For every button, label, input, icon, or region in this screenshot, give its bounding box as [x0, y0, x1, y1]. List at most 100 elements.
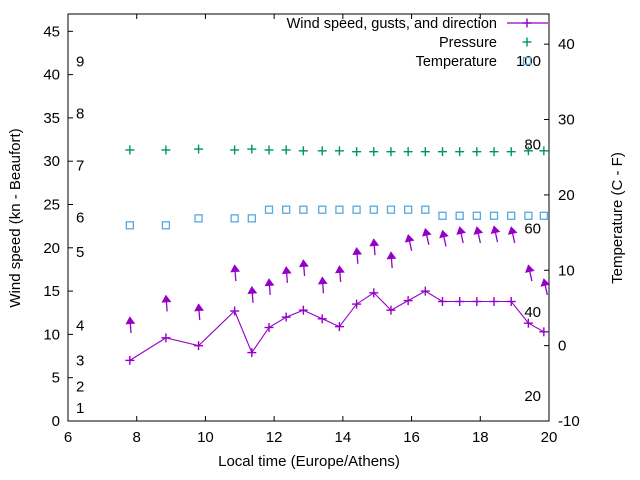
temperature-point: [230, 214, 239, 223]
y2-tick-label: 20: [558, 187, 575, 204]
fahrenheit-label: 60: [524, 220, 541, 237]
y2-tick-label: 10: [558, 262, 575, 279]
temperature-point: [489, 211, 499, 220]
gust-arrow: [386, 251, 397, 269]
fahrenheit-label: 20: [524, 388, 541, 405]
wind-speed-line: [129, 290, 545, 361]
y-tick-label: 40: [43, 67, 60, 84]
plot-border: [67, 13, 550, 422]
gust-arrow: [540, 278, 551, 296]
chart-legend: Wind speed, gusts, and direction Pressur…: [287, 16, 548, 70]
gust-arrow: [525, 264, 535, 282]
x-tick-label: 10: [197, 429, 214, 446]
y2-axis-ticks: -10 0 10 20 30 40: [544, 36, 580, 430]
temperature-point: [318, 205, 327, 214]
y-tick-label: 45: [43, 23, 60, 40]
temperature-point: [369, 205, 378, 214]
fahrenheit-label: 100: [516, 53, 541, 70]
beaufort-label: 4: [76, 318, 84, 335]
temperature-point: [472, 211, 482, 220]
x-tick-label: 20: [541, 429, 558, 446]
beaufort-label: 6: [76, 210, 84, 227]
x-tick-label: 6: [64, 429, 72, 446]
gust-arrow: [247, 286, 258, 303]
temperature-point: [455, 211, 464, 220]
temperature-point: [421, 205, 430, 214]
temperature-point: [507, 211, 516, 220]
beaufort-label: 2: [76, 378, 84, 395]
temperature-series: [125, 205, 548, 230]
x-tick-label: 8: [133, 429, 141, 446]
temperature-point: [352, 205, 361, 214]
legend-key-temperature: [522, 56, 532, 66]
temperature-point: [403, 205, 413, 214]
x-tick-label: 14: [335, 429, 352, 446]
gust-arrow: [352, 247, 363, 264]
y-tick-label: 15: [43, 283, 60, 300]
temperature-point: [335, 205, 344, 214]
legend-label-temperature: Temperature: [416, 54, 497, 70]
y-tick-label: 35: [43, 110, 60, 127]
temperature-point: [282, 205, 291, 214]
wind-speed-series: [125, 286, 549, 365]
temperature-point: [299, 205, 308, 214]
y-axis-title: Wind speed (kn - Beaufort): [7, 128, 24, 307]
y-tick-label: 25: [43, 197, 60, 214]
beaufort-label: 3: [76, 352, 84, 369]
gust-arrow: [507, 226, 518, 244]
gust-arrow: [230, 264, 241, 282]
gust-arrow: [125, 316, 136, 334]
gust-arrow: [298, 259, 309, 276]
fahrenheit-label: 40: [524, 304, 541, 321]
x-axis-title: Local time (Europe/Athens): [218, 453, 400, 470]
y2-axis-title: Temperature (C - F): [609, 152, 626, 284]
gust-arrow: [161, 294, 172, 312]
gust-direction-series: [125, 225, 551, 334]
temperature-point: [264, 205, 274, 214]
gust-arrow: [317, 276, 328, 294]
temperature-point: [386, 205, 396, 214]
beaufort-label: 8: [76, 106, 84, 123]
x-tick-label: 12: [266, 429, 283, 446]
y2-tick-label: 0: [558, 338, 566, 355]
y-axis-ticks: 0 5 10 15 20 25 30 35 40 45: [43, 23, 73, 430]
temperature-point: [194, 214, 203, 223]
gust-arrow: [281, 266, 292, 283]
gust-arrow: [369, 238, 380, 256]
gust-arrow: [439, 229, 449, 247]
temperature-point: [539, 211, 548, 220]
x-axis-ticks: 6 8 10 12 14 16 18 20: [64, 14, 558, 446]
legend-markers: [507, 18, 548, 66]
beaufort-scale-labels: 1 2 3 4 5 6 7 8 9: [76, 54, 84, 417]
y-tick-label: 10: [43, 326, 60, 343]
x-tick-label: 16: [403, 429, 420, 446]
gust-arrow: [404, 234, 415, 251]
gust-arrow: [335, 265, 345, 283]
y-tick-label: 5: [52, 370, 60, 387]
temperature-point: [438, 211, 447, 220]
y-tick-label: 20: [43, 240, 60, 257]
beaufort-label: 7: [76, 158, 84, 175]
beaufort-label: 5: [76, 244, 84, 261]
y2-tick-label: 30: [558, 112, 575, 129]
beaufort-label: 1: [76, 400, 84, 417]
temperature-point: [161, 221, 171, 230]
y2-tick-label: 40: [558, 36, 575, 53]
temperature-point: [524, 211, 533, 220]
gust-arrow: [473, 226, 484, 244]
plot-frame: [67, 13, 550, 422]
gust-arrow: [194, 303, 204, 321]
gust-arrow: [264, 278, 275, 296]
gust-arrow: [490, 225, 501, 243]
y-tick-label: 30: [43, 153, 60, 170]
y-tick-label: 0: [52, 413, 60, 430]
temperature-point: [125, 221, 134, 230]
legend-label-pressure: Pressure: [439, 35, 497, 51]
gust-arrow: [421, 228, 432, 245]
x-tick-label: 18: [472, 429, 489, 446]
legend-label-wind: Wind speed, gusts, and direction: [287, 16, 497, 32]
